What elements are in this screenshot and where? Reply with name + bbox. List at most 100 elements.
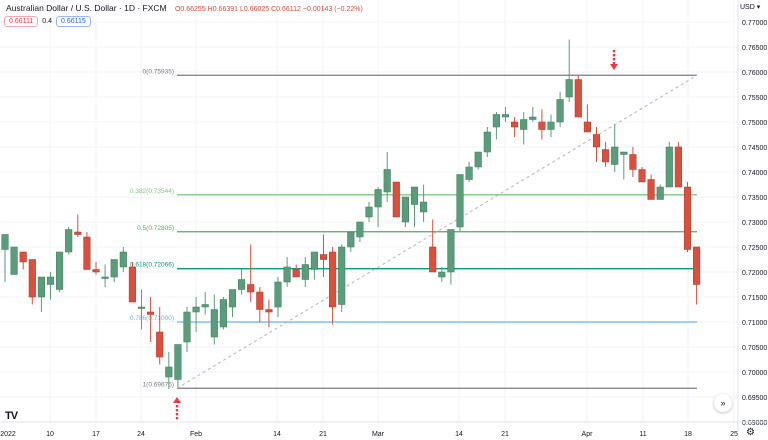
candle-body[interactable] bbox=[183, 311, 191, 343]
candle-body[interactable] bbox=[65, 229, 73, 253]
candle-body[interactable] bbox=[56, 251, 64, 290]
currency-dropdown[interactable]: USD ▾ bbox=[740, 4, 761, 11]
candle-body[interactable] bbox=[238, 279, 246, 290]
candle-body[interactable] bbox=[374, 189, 382, 208]
candle-body[interactable] bbox=[137, 306, 146, 309]
candle-body[interactable] bbox=[37, 276, 45, 298]
candle-body[interactable] bbox=[547, 121, 555, 130]
candle-body[interactable] bbox=[410, 186, 419, 205]
candle-body[interactable] bbox=[583, 121, 591, 133]
candle-body[interactable] bbox=[392, 181, 400, 218]
candle-body[interactable] bbox=[365, 206, 373, 218]
candle-body[interactable] bbox=[74, 231, 82, 235]
candle-body[interactable] bbox=[620, 151, 628, 155]
candle-body[interactable] bbox=[319, 254, 328, 260]
candle-body[interactable] bbox=[501, 114, 510, 118]
candle-body[interactable] bbox=[110, 259, 118, 278]
candle-body[interactable] bbox=[447, 229, 455, 273]
candle-body[interactable] bbox=[228, 289, 237, 308]
price-tick-label: 0.75500 bbox=[742, 95, 767, 102]
candle-body[interactable] bbox=[329, 251, 337, 308]
fib-trend-line[interactable] bbox=[176, 74, 698, 389]
candle-body[interactable] bbox=[201, 304, 209, 308]
candle-body[interactable] bbox=[147, 311, 155, 315]
candle-body[interactable] bbox=[438, 271, 446, 278]
time-tick-label: 25 bbox=[730, 431, 738, 438]
candle-body[interactable] bbox=[156, 331, 164, 358]
candle-body[interactable] bbox=[556, 99, 564, 123]
candle-body[interactable] bbox=[301, 264, 309, 280]
time-tick-label: 17 bbox=[92, 431, 100, 438]
price-tick-label: 0.70000 bbox=[742, 370, 767, 377]
candle-body[interactable] bbox=[401, 196, 409, 223]
time-tick-label: 21 bbox=[501, 431, 509, 438]
candle-body[interactable] bbox=[28, 259, 36, 298]
candle-body[interactable] bbox=[429, 246, 437, 273]
candle-body[interactable] bbox=[465, 166, 473, 180]
candle-body[interactable] bbox=[474, 151, 482, 168]
candle-body[interactable] bbox=[274, 281, 282, 308]
candle-body[interactable] bbox=[119, 251, 127, 268]
candle-body[interactable] bbox=[602, 149, 610, 163]
candle-body[interactable] bbox=[529, 116, 537, 120]
candle-body[interactable] bbox=[174, 344, 182, 380]
symbol-legend: Australian Dollar / U.S. Dollar · 1D · F… bbox=[6, 3, 363, 13]
candle-body[interactable] bbox=[647, 179, 655, 200]
candle-body[interactable] bbox=[10, 246, 18, 275]
candle-body[interactable] bbox=[310, 251, 318, 270]
candle-body[interactable] bbox=[1, 234, 9, 250]
candle-body[interactable] bbox=[511, 121, 519, 128]
candle-body[interactable] bbox=[210, 309, 218, 338]
trade-badges: 0.66111 0.4 0.66115 bbox=[4, 16, 91, 27]
candle-body[interactable] bbox=[165, 366, 173, 378]
candle-body[interactable] bbox=[456, 174, 464, 228]
candle-body[interactable] bbox=[693, 246, 701, 285]
candle-body[interactable] bbox=[520, 119, 528, 130]
candle-body[interactable] bbox=[92, 269, 100, 273]
candle-body[interactable] bbox=[629, 154, 637, 170]
candle-body[interactable] bbox=[283, 266, 291, 283]
candle-body[interactable] bbox=[592, 134, 601, 148]
candle-body[interactable] bbox=[483, 131, 491, 153]
candle-body[interactable] bbox=[538, 121, 546, 130]
fib-level-label: 1(0.69675) bbox=[143, 381, 174, 388]
price-tick-label: 0.77000 bbox=[742, 20, 767, 27]
sell-price-button[interactable]: 0.66111 bbox=[4, 16, 39, 27]
candle-body[interactable] bbox=[247, 284, 255, 293]
candle-body[interactable] bbox=[611, 146, 619, 165]
candle-body[interactable] bbox=[665, 146, 673, 188]
candle-body[interactable] bbox=[674, 146, 682, 188]
candle-body[interactable] bbox=[356, 221, 364, 238]
candle-body[interactable] bbox=[383, 169, 391, 193]
candle-body[interactable] bbox=[638, 169, 646, 183]
candle-body[interactable] bbox=[574, 79, 582, 118]
spread-value: 0.4 bbox=[42, 18, 52, 25]
candle-body[interactable] bbox=[19, 251, 27, 263]
time-tick-label: 18 bbox=[684, 431, 692, 438]
candle-body[interactable] bbox=[128, 266, 136, 303]
candle-body[interactable] bbox=[46, 276, 55, 285]
arrow-dot bbox=[175, 413, 179, 416]
candle-body[interactable] bbox=[83, 236, 91, 270]
arrow-down-icon bbox=[610, 64, 618, 70]
candle-body[interactable] bbox=[256, 291, 264, 310]
candle-body[interactable] bbox=[219, 299, 227, 328]
scroll-to-realtime-button[interactable]: » bbox=[714, 394, 732, 412]
price-tick-label: 0.73000 bbox=[742, 220, 767, 227]
candle-body[interactable] bbox=[292, 269, 300, 278]
candle-body[interactable] bbox=[101, 276, 109, 279]
settings-gear-icon[interactable]: ⚙ bbox=[746, 427, 755, 438]
tradingview-logo[interactable]: TV bbox=[5, 410, 18, 422]
candle-body[interactable] bbox=[656, 186, 664, 200]
price-tick-label: 0.75000 bbox=[742, 120, 767, 127]
candle-body[interactable] bbox=[420, 201, 428, 213]
candle-body[interactable] bbox=[265, 309, 273, 313]
candle-body[interactable] bbox=[565, 79, 573, 98]
candle-body[interactable] bbox=[338, 246, 346, 305]
candle-body[interactable] bbox=[347, 231, 355, 248]
candle-body[interactable] bbox=[192, 306, 200, 313]
candle-body[interactable] bbox=[683, 186, 692, 250]
buy-price-button[interactable]: 0.66115 bbox=[56, 16, 91, 27]
candle-body[interactable] bbox=[492, 114, 500, 128]
